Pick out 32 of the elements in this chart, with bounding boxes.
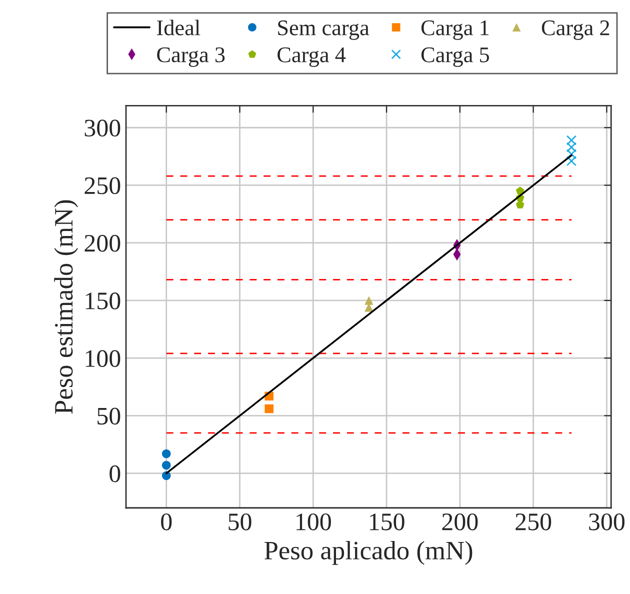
x-tick-label: 0 bbox=[161, 513, 172, 530]
y-tick-label: 300 bbox=[84, 120, 120, 137]
x-tick-label: 150 bbox=[370, 513, 404, 530]
point bbox=[566, 156, 577, 166]
x-tick-label: 100 bbox=[296, 513, 331, 530]
point bbox=[264, 404, 274, 414]
legend-label: Carga 1 bbox=[421, 20, 489, 40]
y-tick-label: 200 bbox=[84, 234, 120, 252]
point bbox=[566, 135, 577, 146]
point bbox=[162, 460, 171, 470]
legend-label: Carga 4 bbox=[278, 47, 346, 67]
x-tick-label: 250 bbox=[516, 513, 552, 530]
legend-label: Carga 2 bbox=[542, 20, 610, 40]
point bbox=[566, 142, 577, 152]
legend-label: Sem carga bbox=[278, 20, 370, 40]
y-tick-label: 100 bbox=[86, 350, 120, 367]
y-tick-label: 50 bbox=[98, 408, 120, 425]
legend-label: Carga 3 bbox=[157, 47, 225, 67]
point bbox=[516, 186, 524, 195]
y-tick-label: 150 bbox=[86, 292, 120, 310]
point bbox=[364, 296, 374, 305]
x-axis-title: Peso aplicado (mN) bbox=[264, 540, 472, 565]
x-tick-label: 200 bbox=[442, 513, 478, 530]
y-tick-label: 0 bbox=[110, 465, 120, 482]
x-tick-label: 300 bbox=[589, 513, 624, 530]
legend-label: Carga 5 bbox=[421, 47, 490, 67]
legend-label: Ideal bbox=[157, 20, 200, 36]
point bbox=[566, 149, 577, 160]
y-tick-label: 250 bbox=[84, 177, 120, 194]
y-axis-title: Peso estimado (mN) bbox=[54, 200, 78, 414]
x-tick-label: 50 bbox=[228, 513, 252, 530]
point bbox=[162, 449, 171, 458]
